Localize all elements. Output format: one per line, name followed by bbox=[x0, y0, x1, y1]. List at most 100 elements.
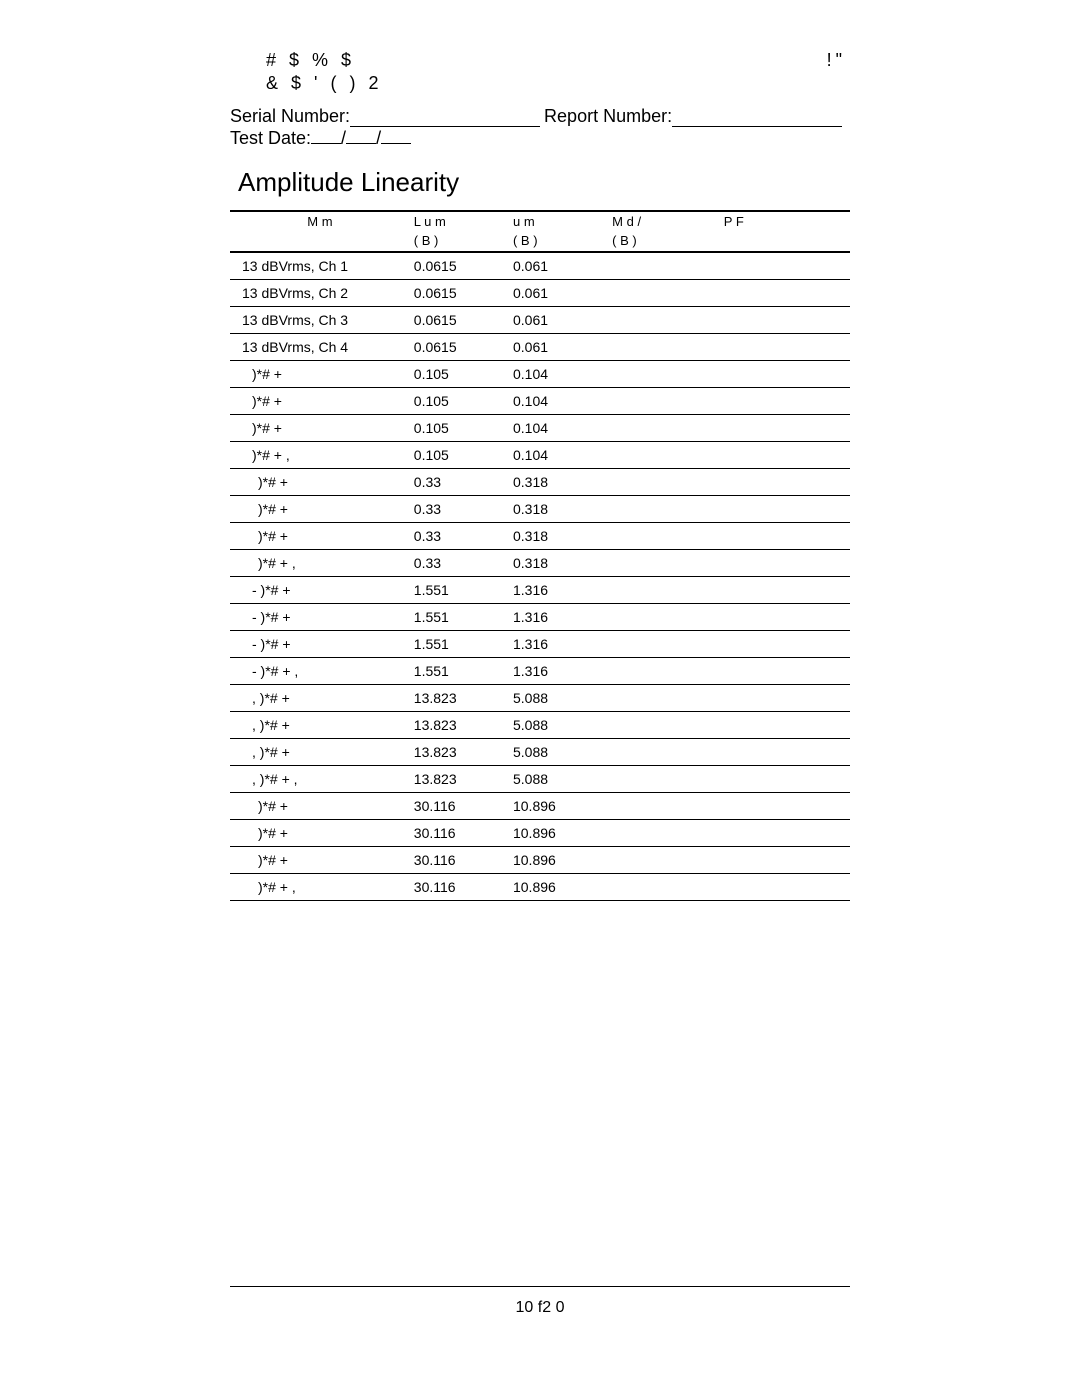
cell-pass-fail[interactable] bbox=[720, 361, 850, 388]
cell-pass-fail[interactable] bbox=[720, 334, 850, 361]
table-row: )*# +0.330.318 bbox=[230, 496, 850, 523]
cell-lower: 0.33 bbox=[410, 550, 509, 577]
cell-pass-fail[interactable] bbox=[720, 847, 850, 874]
cell-measured-value[interactable] bbox=[608, 631, 720, 658]
cell-upper: 0.104 bbox=[509, 415, 608, 442]
cell-measured-value[interactable] bbox=[608, 739, 720, 766]
cell-measured-value[interactable] bbox=[608, 388, 720, 415]
cell-upper: 5.088 bbox=[509, 685, 608, 712]
cell-pass-fail[interactable] bbox=[720, 307, 850, 334]
cell-pass-fail[interactable] bbox=[720, 793, 850, 820]
cell-pass-fail[interactable] bbox=[720, 820, 850, 847]
cell-measured-value[interactable] bbox=[608, 550, 720, 577]
cell-measured-value[interactable] bbox=[608, 307, 720, 334]
cell-measured-value[interactable] bbox=[608, 442, 720, 469]
cell-pass-fail[interactable] bbox=[720, 496, 850, 523]
table-row: , )*# + ,13.8235.088 bbox=[230, 766, 850, 793]
cell-measured-value[interactable] bbox=[608, 280, 720, 307]
cell-upper: 5.088 bbox=[509, 712, 608, 739]
header-symbol-line-1: # $ % $ !" bbox=[230, 50, 850, 71]
test-date-field-1[interactable] bbox=[311, 127, 341, 144]
cell-lower: 0.105 bbox=[410, 442, 509, 469]
table-row: )*# + ,30.11610.896 bbox=[230, 874, 850, 901]
cell-upper: 0.318 bbox=[509, 550, 608, 577]
col-measurement-h1: M m bbox=[230, 211, 410, 231]
table-row: )*# +30.11610.896 bbox=[230, 847, 850, 874]
cell-upper: 0.318 bbox=[509, 496, 608, 523]
table-row: 13 dBVrms, Ch 20.06150.061 bbox=[230, 280, 850, 307]
cell-upper: 1.316 bbox=[509, 577, 608, 604]
cell-lower: 1.551 bbox=[410, 577, 509, 604]
cell-pass-fail[interactable] bbox=[720, 280, 850, 307]
cell-measured-value[interactable] bbox=[608, 793, 720, 820]
col-upper-h1: u m bbox=[509, 211, 608, 231]
cell-measured-value[interactable] bbox=[608, 252, 720, 280]
cell-upper: 10.896 bbox=[509, 847, 608, 874]
cell-upper: 5.088 bbox=[509, 766, 608, 793]
cell-lower: 0.33 bbox=[410, 469, 509, 496]
cell-pass-fail[interactable] bbox=[720, 766, 850, 793]
report-number-field[interactable] bbox=[672, 108, 842, 127]
table-row: )*# +0.330.318 bbox=[230, 523, 850, 550]
cell-upper: 0.061 bbox=[509, 280, 608, 307]
cell-measured-value[interactable] bbox=[608, 415, 720, 442]
cell-measured-value[interactable] bbox=[608, 658, 720, 685]
cell-pass-fail[interactable] bbox=[720, 442, 850, 469]
cell-measurement: 13 dBVrms, Ch 2 bbox=[230, 280, 410, 307]
cell-measurement: - )*# + bbox=[230, 577, 410, 604]
cell-upper: 5.088 bbox=[509, 739, 608, 766]
table-row: - )*# +1.5511.316 bbox=[230, 577, 850, 604]
table-row: - )*# + ,1.5511.316 bbox=[230, 658, 850, 685]
cell-pass-fail[interactable] bbox=[720, 577, 850, 604]
report-number-group: Report Number: bbox=[544, 106, 842, 127]
table-row: )*# +30.11610.896 bbox=[230, 820, 850, 847]
cell-pass-fail[interactable] bbox=[720, 523, 850, 550]
cell-measurement: )*# + , bbox=[230, 874, 410, 901]
cell-measured-value[interactable] bbox=[608, 496, 720, 523]
cell-pass-fail[interactable] bbox=[720, 550, 850, 577]
cell-measurement: - )*# + bbox=[230, 631, 410, 658]
cell-measured-value[interactable] bbox=[608, 820, 720, 847]
cell-pass-fail[interactable] bbox=[720, 712, 850, 739]
test-date-field-2[interactable] bbox=[346, 127, 376, 144]
header-symbol-line-2: & $ ' ( ) 2 bbox=[230, 73, 850, 94]
cell-measured-value[interactable] bbox=[608, 685, 720, 712]
cell-pass-fail[interactable] bbox=[720, 739, 850, 766]
cell-lower: 0.33 bbox=[410, 496, 509, 523]
cell-measured-value[interactable] bbox=[608, 847, 720, 874]
table-row: - )*# +1.5511.316 bbox=[230, 604, 850, 631]
cell-measured-value[interactable] bbox=[608, 361, 720, 388]
table-body: 13 dBVrms, Ch 10.06150.06113 dBVrms, Ch … bbox=[230, 252, 850, 901]
cell-measured-value[interactable] bbox=[608, 577, 720, 604]
cell-upper: 10.896 bbox=[509, 874, 608, 901]
cell-lower: 0.105 bbox=[410, 415, 509, 442]
cell-pass-fail[interactable] bbox=[720, 874, 850, 901]
cell-measured-value[interactable] bbox=[608, 334, 720, 361]
table-row: )*# +0.1050.104 bbox=[230, 415, 850, 442]
col-upper-unit: ( B ) bbox=[509, 231, 608, 252]
cell-pass-fail[interactable] bbox=[720, 658, 850, 685]
cell-measurement: , )*# + bbox=[230, 712, 410, 739]
cell-pass-fail[interactable] bbox=[720, 631, 850, 658]
cell-upper: 0.104 bbox=[509, 442, 608, 469]
cell-measured-value[interactable] bbox=[608, 766, 720, 793]
serial-number-field[interactable] bbox=[350, 108, 540, 127]
cell-measurement: 13 dBVrms, Ch 4 bbox=[230, 334, 410, 361]
test-date-field-3[interactable] bbox=[381, 127, 411, 144]
cell-pass-fail[interactable] bbox=[720, 469, 850, 496]
cell-measured-value[interactable] bbox=[608, 712, 720, 739]
cell-pass-fail[interactable] bbox=[720, 604, 850, 631]
col-pf-h1: P F bbox=[720, 211, 850, 231]
cell-measured-value[interactable] bbox=[608, 469, 720, 496]
cell-pass-fail[interactable] bbox=[720, 388, 850, 415]
col-measurement-h2 bbox=[230, 231, 410, 252]
cell-pass-fail[interactable] bbox=[720, 252, 850, 280]
cell-measured-value[interactable] bbox=[608, 523, 720, 550]
cell-pass-fail[interactable] bbox=[720, 685, 850, 712]
cell-pass-fail[interactable] bbox=[720, 415, 850, 442]
cell-measured-value[interactable] bbox=[608, 874, 720, 901]
cell-measured-value[interactable] bbox=[608, 604, 720, 631]
report-number-label: Report Number: bbox=[544, 106, 672, 127]
cell-lower: 0.105 bbox=[410, 388, 509, 415]
cell-lower: 1.551 bbox=[410, 658, 509, 685]
